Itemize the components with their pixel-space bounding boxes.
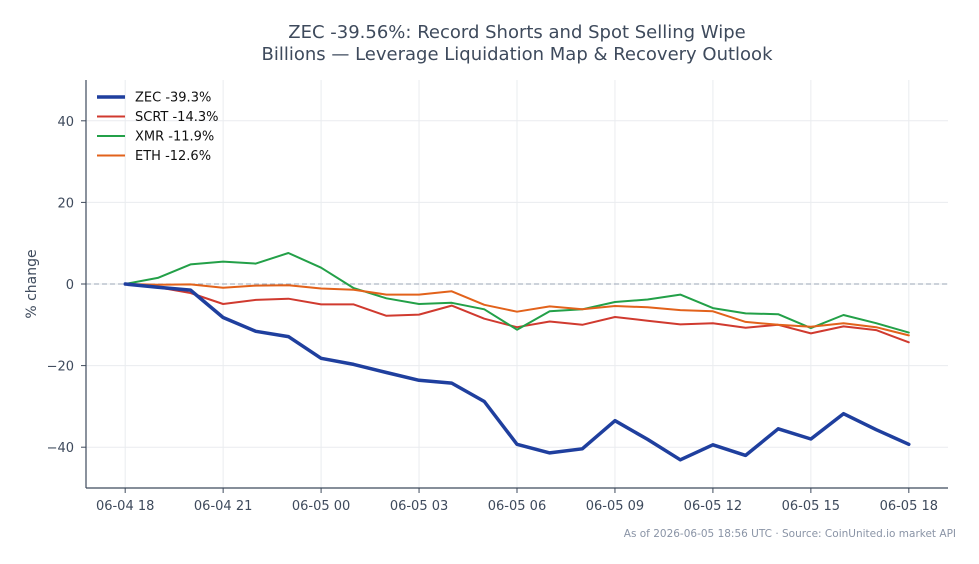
x-tick-label: 06-05 00 (292, 499, 350, 514)
x-tick-label: 06-05 18 (880, 499, 938, 514)
legend-label-xmr: XMR -11.9% (135, 130, 214, 145)
x-tick-label: 06-05 03 (390, 499, 448, 514)
series-lines (123, 252, 911, 462)
x-tick-label: 06-04 21 (194, 499, 252, 514)
legend-label-zec: ZEC -39.3% (135, 91, 211, 106)
x-tick-label: 06-05 15 (782, 499, 840, 514)
x-tick-label: 06-04 18 (96, 499, 154, 514)
x-tick-label: 06-05 09 (586, 499, 644, 514)
y-tick-label: 0 (66, 278, 74, 293)
chart-title-line-1: ZEC -39.56%: Record Shorts and Spot Sell… (288, 22, 745, 43)
y-tick-label: 20 (57, 196, 74, 211)
y-tick-label: −20 (47, 360, 74, 375)
chart-title-line-2: Billions — Leverage Liquidation Map & Re… (261, 44, 773, 65)
legend: ZEC -39.3% SCRT -14.3% XMR -11.9% ETH -12.6… (97, 91, 218, 164)
chart-title: ZEC -39.56%: Record Shorts and Spot Sell… (261, 22, 773, 65)
legend-label-scrt: SCRT -14.3% (135, 110, 218, 125)
y-axis-label: % change (24, 249, 40, 318)
x-tick-label: 06-05 12 (684, 499, 742, 514)
legend-label-eth: ETH -12.6% (135, 149, 211, 164)
y-tick-label: −40 (47, 441, 74, 456)
y-axis-ticks: 40 20 0 −20 −40 (47, 115, 86, 456)
series-line-xmr (124, 252, 910, 334)
x-tick-label: 06-05 06 (488, 499, 546, 514)
series-line-eth (124, 283, 910, 337)
y-tick-label: 40 (57, 115, 74, 130)
source-note: As of 2026-06-05 18:56 UTC · Source: Coi… (623, 528, 956, 540)
x-axis-ticks: 06-04 18 06-04 21 06-05 00 06-05 03 06-05 06… (96, 488, 938, 514)
series-line-zec (123, 282, 911, 462)
